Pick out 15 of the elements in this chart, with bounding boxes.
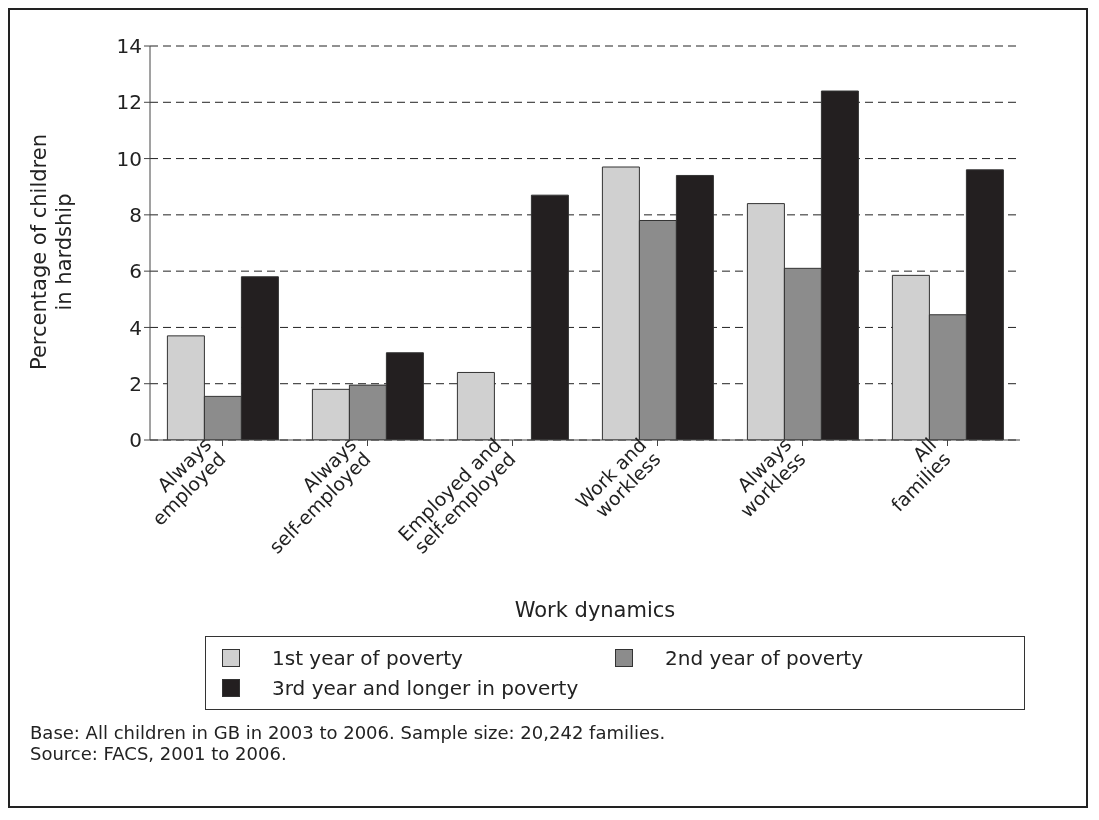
y-tick-label: 12 [116, 90, 142, 115]
y-tick-label: 10 [116, 146, 142, 171]
y-tick-label: 6 [129, 259, 142, 284]
legend-label: 3rd year and longer in poverty [272, 676, 579, 700]
legend-label: 2nd year of poverty [665, 646, 864, 670]
y-tick-label: 0 [129, 428, 142, 453]
y-tick-label: 4 [129, 315, 142, 340]
x-axis-title: Work dynamics [513, 598, 677, 622]
y-tick-label: 2 [129, 371, 142, 396]
legend-label: 1st year of poverty [272, 646, 463, 670]
y-tick-label: 14 [116, 34, 142, 59]
y-tick-label: 8 [129, 202, 142, 227]
y-axis-title: Percentage of children in hardship [27, 134, 76, 370]
source-note: Source: FACS, 2001 to 2006. [30, 743, 288, 764]
text: Base: All children in GB in 2003 to 2006. Sample size: 20,242 families. [30, 722, 666, 743]
